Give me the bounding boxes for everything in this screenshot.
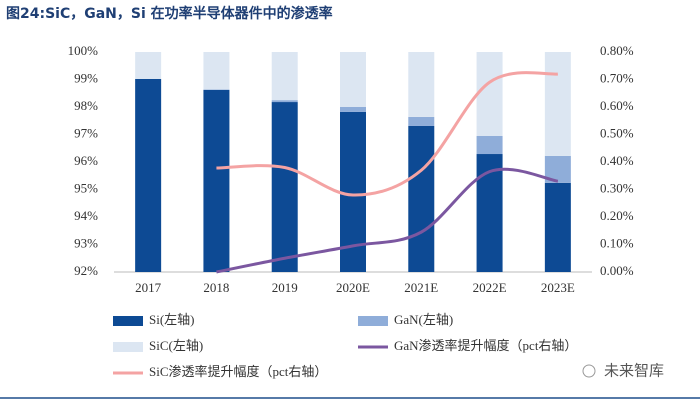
y2-tick-label: 0.40% <box>600 153 634 168</box>
legend-swatch <box>358 316 388 326</box>
x-tick-label: 2019 <box>272 280 298 295</box>
x-tick-label: 2022E <box>473 280 507 295</box>
y2-tick-label: 0.50% <box>600 125 634 140</box>
y-tick-label: 93% <box>74 235 98 250</box>
x-tick-label: 2018 <box>203 280 229 295</box>
bar <box>408 52 435 117</box>
y2-tick-label: 0.60% <box>600 98 634 113</box>
bar <box>203 89 230 272</box>
y-tick-label: 98% <box>74 98 98 113</box>
bar <box>271 52 298 101</box>
bar <box>135 78 162 272</box>
y-tick-label: 94% <box>74 208 98 223</box>
bar <box>340 107 366 112</box>
bar <box>544 52 571 156</box>
y2-tick-label: 0.00% <box>600 263 634 278</box>
legend-label: GaN(左轴) <box>394 312 453 327</box>
bar <box>271 100 298 103</box>
bar <box>135 52 162 79</box>
legend-label: Si(左轴) <box>149 312 195 327</box>
bar <box>271 102 298 272</box>
legend-swatch <box>113 316 143 326</box>
line <box>216 167 559 274</box>
bar <box>408 116 435 126</box>
y-tick-label: 92% <box>74 263 98 278</box>
bar <box>203 89 230 90</box>
y2-tick-label: 0.30% <box>600 180 634 195</box>
bar <box>476 154 503 272</box>
chart-title: 图24:SiC，GaN，Si 在功率半导体器件中的渗透率 <box>6 5 333 22</box>
line <box>216 71 559 197</box>
y2-tick-label: 0.80% <box>600 43 634 58</box>
y2-tick-label: 0.20% <box>600 208 634 223</box>
y-tick-label: 99% <box>74 70 98 85</box>
watermark: 未来智库 <box>604 362 664 380</box>
y2-tick-label: 0.70% <box>600 70 634 85</box>
x-tick-label: 2021E <box>404 280 438 295</box>
x-tick-label: 2020E <box>336 280 370 295</box>
legend-label: SiC渗透率提升幅度（pct右轴） <box>149 364 327 379</box>
x-tick-label: 2023E <box>541 280 575 295</box>
bar <box>203 52 230 90</box>
legend-label: SiC(左轴) <box>149 338 203 353</box>
bar <box>340 52 366 107</box>
bar <box>544 182 571 272</box>
bar <box>476 135 503 155</box>
y-tick-label: 100% <box>68 43 99 58</box>
legend-swatch <box>113 342 143 352</box>
y-tick-label: 97% <box>74 125 98 140</box>
x-tick-label: 2017 <box>135 280 162 295</box>
legend-label: GaN渗透率提升幅度（pct右轴） <box>394 338 577 353</box>
bar <box>408 125 435 272</box>
y2-tick-label: 0.10% <box>600 235 634 250</box>
y-tick-label: 96% <box>74 153 98 168</box>
watermark-icon <box>582 364 596 378</box>
bar <box>476 52 503 136</box>
y-tick-label: 95% <box>74 180 98 195</box>
